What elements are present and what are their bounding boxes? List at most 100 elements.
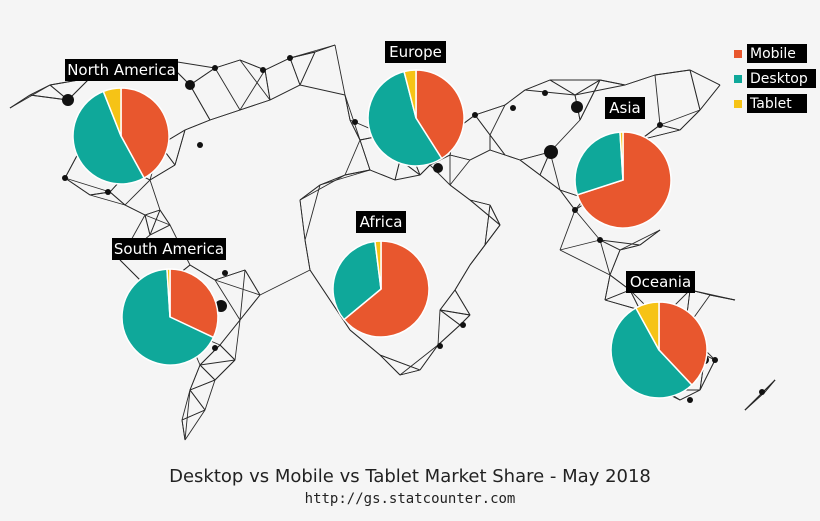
map-edge bbox=[639, 229, 661, 246]
map-edge bbox=[124, 204, 146, 216]
map-edge bbox=[689, 69, 701, 111]
map-edge bbox=[319, 169, 371, 186]
map-edge bbox=[184, 119, 211, 131]
region-label-bg bbox=[605, 97, 645, 119]
map-edge bbox=[699, 84, 721, 111]
map-edge bbox=[689, 289, 736, 301]
legend-label-bg bbox=[747, 69, 816, 88]
map-edge bbox=[181, 419, 186, 441]
pie-slice-north-america-mobile bbox=[120, 87, 170, 180]
map-edge bbox=[469, 199, 501, 226]
map-edge bbox=[679, 389, 701, 401]
map-edge bbox=[189, 364, 201, 391]
map-edge bbox=[184, 389, 191, 441]
map-edge bbox=[579, 79, 601, 121]
region-label-bg bbox=[626, 271, 695, 293]
map-edge bbox=[359, 139, 371, 171]
map-edge bbox=[609, 249, 621, 276]
pie-africa: Africa bbox=[332, 211, 430, 338]
map-node bbox=[105, 189, 111, 195]
pie-slice-europe-tablet bbox=[403, 69, 417, 119]
map-edge bbox=[181, 409, 206, 421]
pie-slice-oceania-tablet bbox=[634, 301, 660, 351]
region-label-europe: Europe bbox=[389, 43, 442, 61]
map-edge bbox=[399, 344, 439, 376]
map-edge bbox=[174, 129, 186, 166]
map-edge bbox=[144, 214, 151, 236]
map-edge bbox=[29, 94, 69, 101]
map-edge bbox=[439, 309, 471, 316]
map-edge bbox=[559, 239, 601, 251]
map-edge bbox=[149, 179, 161, 211]
map-node bbox=[687, 397, 693, 403]
chart-subtitle: http://gs.statcounter.com bbox=[304, 491, 516, 507]
chart-title: Desktop vs Mobile vs Tablet Market Share… bbox=[169, 466, 651, 487]
map-edge bbox=[239, 99, 271, 111]
world-map-network bbox=[9, 44, 776, 441]
map-edge bbox=[379, 354, 401, 376]
map-node bbox=[197, 142, 203, 148]
legend-label-bg bbox=[747, 44, 807, 63]
map-node bbox=[185, 80, 195, 90]
map-edge bbox=[659, 109, 701, 126]
pie-slice-africa-desktop bbox=[332, 240, 382, 321]
map-node bbox=[472, 112, 478, 118]
region-label-bg bbox=[385, 41, 446, 63]
pie-slice-asia-mobile bbox=[576, 131, 672, 229]
map-node bbox=[62, 175, 68, 181]
map-edge bbox=[214, 279, 261, 296]
map-edge bbox=[344, 94, 351, 121]
map-node bbox=[572, 207, 578, 213]
map-edge bbox=[437, 324, 461, 346]
map-edge bbox=[489, 149, 506, 156]
map-edge bbox=[519, 159, 541, 176]
pie-slice-north-america-tablet bbox=[102, 87, 122, 137]
map-edge bbox=[289, 44, 336, 59]
legend-label-tablet: Tablet bbox=[749, 96, 792, 112]
map-edge bbox=[219, 344, 236, 361]
map-edge bbox=[559, 249, 611, 276]
map-edge bbox=[599, 79, 626, 86]
map-edge bbox=[159, 209, 171, 226]
map-edge bbox=[189, 67, 216, 86]
pie-slice-asia-desktop bbox=[574, 131, 624, 196]
pie-europe: Europe bbox=[367, 41, 465, 167]
pie-slice-africa-mobile bbox=[342, 240, 430, 338]
map-edge bbox=[654, 69, 691, 76]
region-label-north-america: North America bbox=[67, 61, 176, 79]
map-edge bbox=[214, 67, 241, 111]
map-node bbox=[212, 65, 218, 71]
pie-oceania: Oceania bbox=[610, 271, 708, 399]
map-node bbox=[260, 67, 266, 73]
map-edge bbox=[437, 309, 441, 346]
map-edge bbox=[299, 199, 306, 241]
map-edge bbox=[149, 164, 176, 181]
map-edge bbox=[264, 69, 271, 101]
map-node bbox=[460, 322, 466, 328]
map-edge bbox=[109, 191, 126, 206]
legend: Mobile Desktop Tablet bbox=[734, 44, 816, 113]
region-label-africa: Africa bbox=[360, 213, 403, 231]
legend-label-desktop: Desktop bbox=[750, 71, 808, 87]
map-edge bbox=[239, 269, 246, 321]
map-edge bbox=[469, 224, 501, 266]
map-edge bbox=[449, 154, 471, 161]
map-edge bbox=[144, 209, 161, 216]
map-edge bbox=[214, 359, 236, 381]
legend-label-mobile: Mobile bbox=[750, 46, 796, 62]
map-node bbox=[62, 94, 74, 106]
pie-slice-oceania-desktop bbox=[610, 306, 693, 399]
map-edge bbox=[299, 84, 346, 96]
map-edge bbox=[379, 354, 421, 371]
map-edge bbox=[184, 409, 206, 441]
map-edge bbox=[214, 279, 241, 321]
legend-swatch-tablet bbox=[734, 100, 742, 108]
map-edge bbox=[214, 59, 241, 69]
pie-slice-africa-tablet bbox=[374, 240, 382, 290]
map-edge bbox=[199, 364, 216, 381]
region-label-bg bbox=[65, 59, 178, 81]
map-node bbox=[222, 270, 228, 276]
map-edge bbox=[319, 174, 346, 186]
map-edge bbox=[189, 379, 216, 391]
